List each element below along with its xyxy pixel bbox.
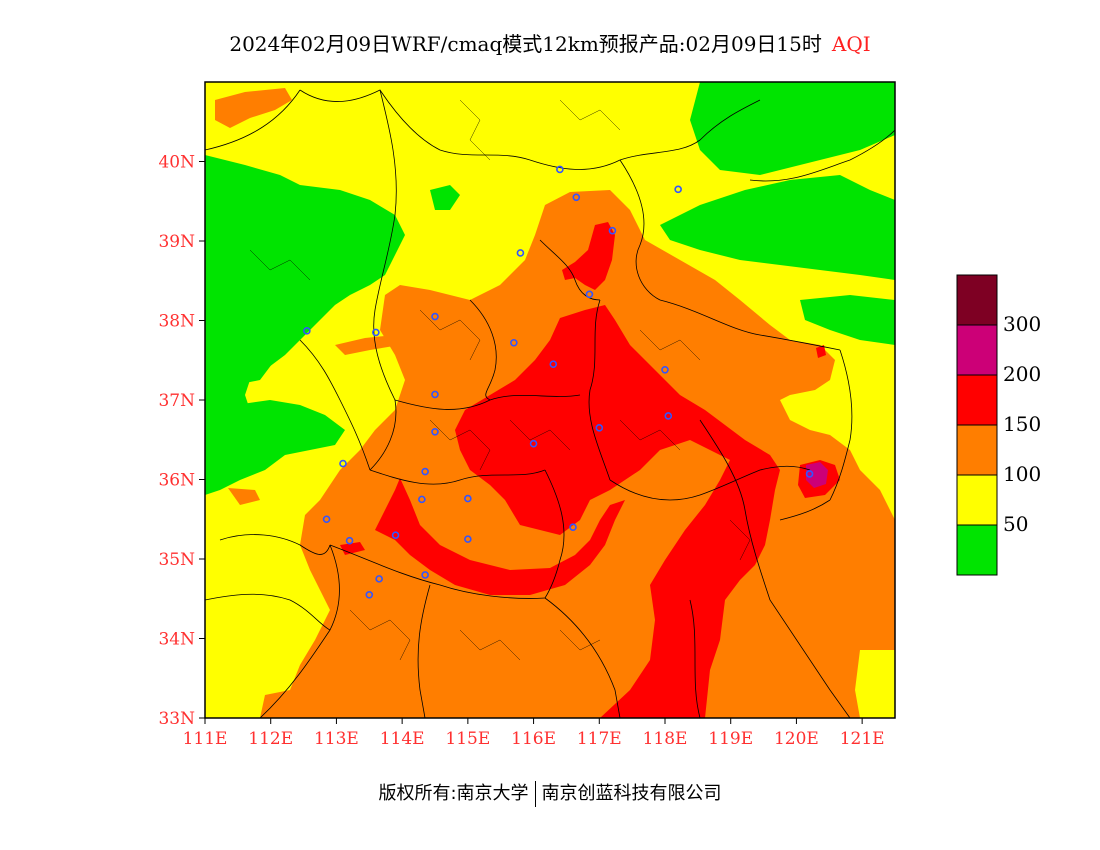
admin-boundaries bbox=[205, 89, 895, 718]
lon-tick-label: 120E bbox=[774, 729, 819, 749]
aqi-region-purple-hotspot bbox=[806, 462, 828, 488]
copyright-footer: 版权所有:南京大学 南京创蓝科技有限公司 bbox=[0, 779, 1100, 807]
station-marker bbox=[572, 193, 581, 202]
station-marker bbox=[805, 470, 814, 478]
station-marker bbox=[375, 575, 383, 583]
station-marker bbox=[661, 365, 669, 374]
aqi-region-green-east bbox=[660, 175, 895, 280]
station-marker bbox=[391, 531, 400, 539]
station-marker bbox=[595, 424, 604, 432]
title-variable: AQI bbox=[831, 32, 871, 56]
colorbar-label: 300 bbox=[1003, 312, 1042, 336]
lon-tick-label: 117E bbox=[577, 729, 622, 749]
lon-tick-label: 118E bbox=[643, 729, 688, 749]
colorbar-label: 100 bbox=[1003, 462, 1042, 486]
colorbar-swatch bbox=[956, 374, 998, 426]
map-title: 2024年02月09日WRF/cmaq模式12km预报产品:02月09日15时 A… bbox=[0, 28, 1100, 57]
lon-tick-label: 112E bbox=[248, 729, 293, 749]
lat-tick-label: 37N bbox=[158, 391, 195, 411]
aqi-region-red-small bbox=[340, 542, 365, 555]
aqi-region-orange-strip bbox=[335, 335, 400, 355]
county-boundaries bbox=[249, 99, 751, 661]
colorbar-label: 200 bbox=[1003, 362, 1042, 386]
footer-university: 版权所有:南京大学 bbox=[378, 783, 529, 804]
aqi-region-green-southwest bbox=[205, 400, 345, 495]
footer-company: 南京创蓝科技有限公司 bbox=[541, 783, 722, 804]
colorbar-label: 50 bbox=[1003, 512, 1029, 536]
station-marker bbox=[464, 494, 472, 503]
aqi-region-red-main bbox=[455, 305, 780, 718]
aqi-field bbox=[205, 82, 895, 718]
colorbar-label: 150 bbox=[1003, 412, 1042, 436]
aqi-colorbar bbox=[956, 274, 998, 576]
station-marker bbox=[421, 571, 429, 579]
aqi-region-red-north bbox=[562, 222, 615, 290]
aqi-region-green-northeast bbox=[690, 82, 895, 175]
lon-tick-label: 121E bbox=[840, 729, 885, 749]
lat-tick-label: 33N bbox=[158, 709, 195, 729]
lon-tick-label: 115E bbox=[445, 729, 490, 749]
lon-tick-label: 114E bbox=[380, 729, 425, 749]
aqi-region-orange-edge bbox=[228, 488, 260, 505]
lat-tick-label: 40N bbox=[158, 153, 195, 173]
station-marker bbox=[322, 515, 331, 524]
station-marker bbox=[608, 226, 617, 235]
aqi-region-green-west2 bbox=[205, 350, 275, 395]
station-marker bbox=[339, 459, 347, 468]
aqi-region-green-blob bbox=[430, 185, 460, 210]
station-marker bbox=[585, 290, 594, 299]
lat-tick-label: 35N bbox=[158, 550, 195, 570]
colorbar-swatch bbox=[956, 524, 998, 576]
latitude-axis: 33N 34N 35N 36N 37N 38N 39N 40N bbox=[158, 153, 205, 729]
station-marker bbox=[431, 312, 439, 321]
lat-tick-label: 38N bbox=[158, 312, 195, 332]
colorbar-swatch bbox=[956, 274, 998, 326]
station-marker bbox=[421, 467, 429, 476]
aqi-region-orange-northwest bbox=[215, 88, 292, 128]
station-marker bbox=[549, 360, 558, 369]
lon-tick-label: 111E bbox=[183, 729, 228, 749]
colorbar-swatch bbox=[956, 474, 998, 526]
station-marker bbox=[365, 590, 374, 599]
lat-tick-label: 39N bbox=[158, 232, 195, 252]
city-station-markers bbox=[303, 165, 814, 599]
station-marker bbox=[303, 327, 311, 335]
station-marker bbox=[664, 412, 673, 420]
aqi-region-green-east2 bbox=[800, 295, 895, 345]
colorbar-swatch bbox=[956, 324, 998, 376]
longitude-axis: 111E 112E 113E 114E 115E 116E 117E 118E 119E 120E… bbox=[183, 718, 885, 749]
station-marker bbox=[516, 249, 525, 257]
title-main: 2024年02月09日WRF/cmaq模式12km预报产品:02月09日15时 bbox=[229, 32, 822, 56]
colorbar-swatch bbox=[956, 424, 998, 476]
station-marker bbox=[418, 495, 426, 504]
station-marker bbox=[510, 338, 518, 347]
station-marker bbox=[674, 185, 682, 194]
footer-separator bbox=[534, 781, 536, 807]
aqi-region-red-swirl bbox=[375, 478, 625, 595]
lon-tick-label: 113E bbox=[314, 729, 359, 749]
aqi-region-red-dot bbox=[816, 345, 826, 358]
station-marker bbox=[556, 165, 564, 174]
lat-tick-label: 36N bbox=[158, 471, 195, 491]
station-marker bbox=[431, 427, 439, 436]
station-marker bbox=[372, 328, 380, 337]
lat-tick-label: 34N bbox=[158, 630, 195, 650]
station-marker bbox=[345, 536, 354, 545]
station-marker bbox=[431, 390, 439, 399]
station-marker bbox=[569, 523, 577, 532]
station-marker bbox=[529, 439, 538, 448]
station-marker bbox=[464, 535, 472, 543]
lon-tick-label: 116E bbox=[511, 729, 556, 749]
lon-tick-label: 119E bbox=[708, 729, 753, 749]
